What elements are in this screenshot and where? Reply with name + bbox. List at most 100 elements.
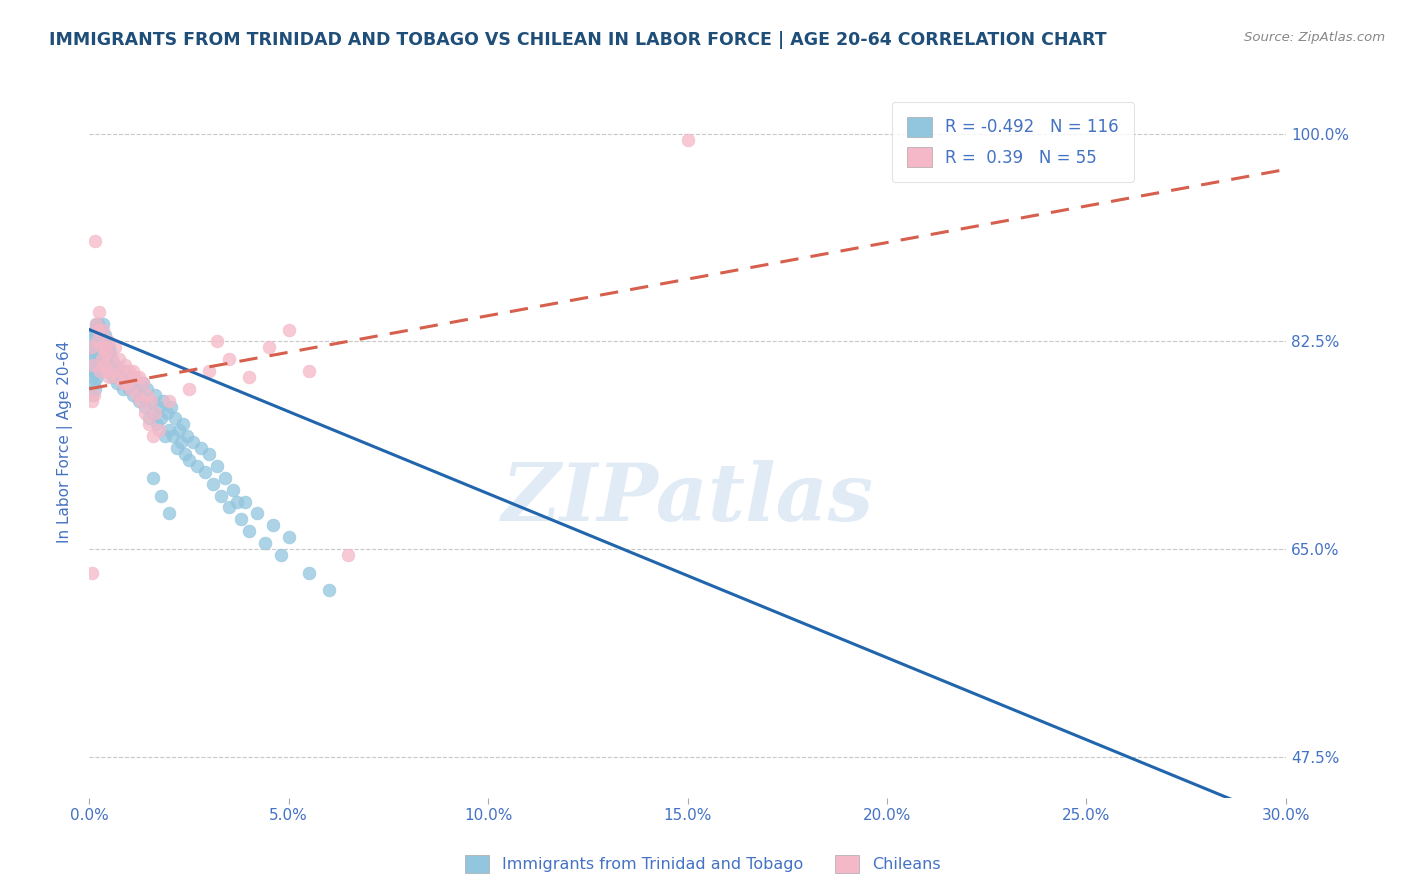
Point: [134, 406, 156, 420]
Point: [101, 370, 124, 384]
Point: [139, 393, 162, 408]
Point: [318, 583, 340, 598]
Point: [80, 340, 103, 354]
Point: [89, 328, 111, 343]
Point: [115, 376, 138, 390]
Point: [82, 566, 104, 580]
Point: [205, 334, 228, 349]
Point: [142, 429, 165, 443]
Point: [142, 406, 165, 420]
Point: [233, 494, 256, 508]
Point: [201, 476, 224, 491]
Point: [170, 435, 193, 450]
Point: [110, 364, 132, 378]
Point: [143, 406, 166, 420]
Point: [90, 340, 112, 354]
Point: [101, 352, 124, 367]
Point: [105, 376, 128, 390]
Point: [167, 423, 190, 437]
Point: [138, 411, 160, 425]
Point: [136, 388, 159, 402]
Point: [86, 317, 108, 331]
Point: [143, 388, 166, 402]
Point: [129, 388, 152, 402]
Point: [138, 417, 160, 432]
Point: [98, 370, 121, 384]
Point: [93, 334, 115, 349]
Point: [222, 483, 245, 497]
Point: [229, 512, 252, 526]
Point: [177, 453, 200, 467]
Point: [98, 346, 121, 360]
Point: [676, 133, 699, 147]
Point: [100, 364, 122, 378]
Point: [86, 358, 108, 372]
Point: [90, 340, 112, 354]
Point: [134, 400, 156, 414]
Point: [82, 328, 104, 343]
Point: [83, 340, 105, 354]
Text: IMMIGRANTS FROM TRINIDAD AND TOBAGO VS CHILEAN IN LABOR FORCE | AGE 20-64 CORREL: IMMIGRANTS FROM TRINIDAD AND TOBAGO VS C…: [49, 31, 1107, 49]
Point: [86, 334, 108, 349]
Point: [93, 340, 115, 354]
Point: [122, 364, 145, 378]
Legend: Immigrants from Trinidad and Tobago, Chileans: Immigrants from Trinidad and Tobago, Chi…: [458, 848, 948, 880]
Point: [218, 500, 240, 515]
Point: [86, 370, 108, 384]
Point: [97, 346, 120, 360]
Point: [205, 458, 228, 473]
Point: [91, 322, 114, 336]
Point: [186, 458, 208, 473]
Point: [277, 322, 299, 336]
Legend: R = -0.492   N = 116, R =  0.39   N = 55: R = -0.492 N = 116, R = 0.39 N = 55: [891, 102, 1135, 183]
Point: [163, 411, 186, 425]
Point: [86, 340, 108, 354]
Point: [96, 352, 118, 367]
Point: [82, 358, 104, 372]
Point: [112, 376, 135, 390]
Point: [93, 358, 115, 372]
Point: [110, 370, 132, 384]
Point: [84, 334, 107, 349]
Point: [177, 382, 200, 396]
Point: [101, 364, 124, 378]
Point: [94, 346, 117, 360]
Point: [262, 518, 284, 533]
Point: [190, 441, 212, 455]
Point: [100, 352, 122, 367]
Point: [89, 364, 111, 378]
Point: [80, 358, 103, 372]
Point: [198, 447, 221, 461]
Point: [86, 328, 108, 343]
Point: [84, 322, 107, 336]
Point: [105, 370, 128, 384]
Point: [96, 364, 118, 378]
Point: [218, 352, 240, 367]
Point: [238, 370, 260, 384]
Point: [160, 400, 183, 414]
Point: [108, 364, 131, 378]
Point: [93, 352, 115, 367]
Point: [89, 322, 111, 336]
Point: [139, 393, 162, 408]
Point: [87, 322, 110, 336]
Point: [94, 328, 117, 343]
Point: [87, 352, 110, 367]
Point: [93, 358, 115, 372]
Point: [90, 340, 112, 354]
Point: [172, 417, 194, 432]
Point: [86, 322, 108, 336]
Point: [214, 471, 236, 485]
Point: [277, 530, 299, 544]
Point: [98, 364, 121, 378]
Point: [97, 358, 120, 372]
Point: [80, 370, 103, 384]
Text: ZIPatlas: ZIPatlas: [502, 460, 873, 538]
Point: [246, 507, 269, 521]
Point: [136, 382, 159, 396]
Point: [181, 435, 204, 450]
Point: [90, 352, 112, 367]
Point: [82, 388, 104, 402]
Point: [115, 376, 138, 390]
Point: [90, 346, 112, 360]
